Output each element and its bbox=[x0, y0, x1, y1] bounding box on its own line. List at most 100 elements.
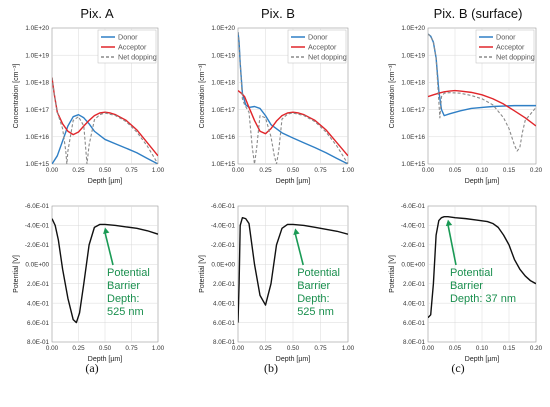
x-tick-label: 0.20 bbox=[530, 345, 543, 352]
legend-label: Acceptor bbox=[308, 43, 337, 52]
y-tick-label: 4.0E-01 bbox=[403, 300, 426, 307]
caption-a: (a) bbox=[85, 361, 98, 375]
y-tick-label: -6.0E-01 bbox=[211, 203, 236, 210]
y-tick-label: 2.0E-01 bbox=[213, 281, 236, 288]
y-tick-label: 8.0E-01 bbox=[213, 339, 236, 346]
annotation-text: Depth: 37 nm bbox=[450, 293, 516, 305]
series-line-donor bbox=[52, 113, 158, 164]
y-axis-label: Potential [V] bbox=[389, 255, 396, 293]
annotation-text: Barrier bbox=[297, 280, 330, 292]
y-tick-label: 8.0E-01 bbox=[403, 339, 426, 346]
series-line-net-dopping bbox=[238, 32, 348, 164]
y-tick-label: 1.0E+17 bbox=[25, 107, 49, 114]
annotation-arrow bbox=[104, 232, 114, 266]
y-tick-label: 2.0E-01 bbox=[403, 281, 426, 288]
y-tick-label: 1.0E+20 bbox=[401, 25, 425, 32]
series-line-acceptor bbox=[52, 77, 158, 157]
x-tick-label: 0.00 bbox=[422, 345, 435, 352]
caption-b: (b) bbox=[264, 361, 278, 375]
y-tick-label: -2.0E-01 bbox=[211, 242, 236, 249]
y-tick-label: 1.0E+15 bbox=[25, 161, 49, 168]
x-axis-label: Depth [µm] bbox=[88, 178, 122, 185]
y-tick-label: 1.0E+18 bbox=[211, 80, 235, 87]
y-tick-label: -4.0E-01 bbox=[211, 223, 236, 230]
y-axis-label: Potential [V] bbox=[199, 255, 206, 293]
y-tick-label: 0.0E+00 bbox=[25, 261, 49, 268]
series-line-potential bbox=[238, 216, 348, 323]
y-tick-label: 8.0E-01 bbox=[27, 339, 50, 346]
y-tick-label: 6.0E-01 bbox=[403, 320, 426, 327]
chart-b-bottom: -6.0E-01 -4.0E-01 -2.0E-01 0.0E+00 2.0E-01 4.… bbox=[199, 203, 355, 363]
series-line-potential bbox=[52, 218, 158, 324]
annotation-arrowhead bbox=[445, 219, 453, 227]
x-tick-label: 0.00 bbox=[46, 345, 59, 352]
series-line-potential bbox=[428, 215, 536, 319]
legend-label: Donor bbox=[308, 33, 328, 42]
y-tick-label: -2.0E-01 bbox=[401, 242, 426, 249]
chart-a-bottom: -6.0E-01 -4.0E-01 -2.0E-01 0.0E+00 2.0E-01 4.… bbox=[13, 203, 165, 363]
y-tick-label: 6.0E-01 bbox=[27, 320, 50, 327]
y-tick-label: 1.0E+15 bbox=[211, 161, 235, 168]
chart-b-top: 1.0E+15 1.0E+16 1.0E+17 1.0E+18 1.0E+19 1.0E+… bbox=[199, 25, 355, 185]
x-tick-label: 0.25 bbox=[259, 345, 272, 352]
x-tick-label: 1.00 bbox=[152, 167, 165, 174]
series-line-net-dopping bbox=[428, 33, 536, 152]
legend-label: Donor bbox=[496, 33, 516, 42]
y-axis-label: Concentration [cm⁻³] bbox=[389, 64, 396, 129]
x-tick-label: 0.15 bbox=[503, 167, 516, 174]
annotation-arrowhead bbox=[293, 228, 300, 235]
y-tick-label: 1.0E+17 bbox=[401, 107, 425, 114]
x-tick-label: 0.00 bbox=[232, 167, 245, 174]
y-tick-label: 0.0E+00 bbox=[401, 261, 425, 268]
panel-title-c: Pix. B (surface) bbox=[434, 6, 523, 21]
y-tick-label: 1.0E+16 bbox=[25, 134, 49, 141]
x-axis-label: Depth [µm] bbox=[465, 356, 499, 363]
x-tick-label: 0.75 bbox=[125, 167, 138, 174]
x-tick-label: 0.75 bbox=[314, 345, 327, 352]
x-tick-label: 0.20 bbox=[530, 167, 543, 174]
y-tick-label: 1.0E+16 bbox=[211, 134, 235, 141]
legend-label: Acceptor bbox=[496, 43, 525, 52]
charts-layer: 1.0E+15 1.0E+16 1.0E+17 1.0E+18 1.0E+19 1.0E+… bbox=[13, 25, 543, 363]
x-axis-label: Depth [µm] bbox=[276, 178, 310, 185]
x-axis-label: Depth [µm] bbox=[465, 178, 499, 185]
y-tick-label: 1.0E+17 bbox=[211, 107, 235, 114]
annotation-text: Potential bbox=[107, 267, 150, 279]
x-tick-label: 0.10 bbox=[476, 345, 489, 352]
y-tick-label: -4.0E-01 bbox=[401, 223, 426, 230]
y-tick-label: -6.0E-01 bbox=[25, 203, 50, 210]
legend-label: Acceptor bbox=[118, 43, 147, 52]
y-axis-label: Concentration [cm⁻³] bbox=[13, 64, 20, 129]
y-tick-label: 1.0E+20 bbox=[25, 25, 49, 32]
annotation-arrow bbox=[447, 224, 457, 266]
y-tick-label: -2.0E-01 bbox=[25, 242, 50, 249]
caption-c: (c) bbox=[451, 361, 464, 375]
x-tick-label: 0.00 bbox=[422, 167, 435, 174]
x-tick-label: 0.10 bbox=[476, 167, 489, 174]
y-tick-label: -4.0E-01 bbox=[25, 223, 50, 230]
annotation-text: Potential bbox=[297, 267, 340, 279]
legend-label: Donor bbox=[118, 33, 138, 42]
legend-label: Net dopping bbox=[496, 53, 535, 62]
y-tick-label: 4.0E-01 bbox=[213, 300, 236, 307]
x-tick-label: 0.05 bbox=[449, 167, 462, 174]
y-tick-label: 2.0E-01 bbox=[27, 281, 50, 288]
annotation-text: 525 nm bbox=[107, 306, 144, 318]
x-tick-label: 0.50 bbox=[99, 167, 112, 174]
annotation-text: 525 nm bbox=[297, 306, 334, 318]
series-line-acceptor bbox=[238, 90, 348, 157]
annotation-text: Depth: bbox=[297, 293, 329, 305]
y-tick-label: 1.0E+19 bbox=[211, 52, 235, 59]
panel-title-a: Pix. A bbox=[80, 6, 114, 21]
y-tick-label: 1.0E+15 bbox=[401, 161, 425, 168]
x-tick-label: 0.25 bbox=[259, 167, 272, 174]
y-tick-label: 1.0E+20 bbox=[211, 25, 235, 32]
x-tick-label: 0.50 bbox=[287, 345, 300, 352]
x-tick-label: 0.00 bbox=[232, 345, 245, 352]
legend-label: Net dopping bbox=[118, 53, 157, 62]
y-tick-label: 1.0E+19 bbox=[25, 52, 49, 59]
